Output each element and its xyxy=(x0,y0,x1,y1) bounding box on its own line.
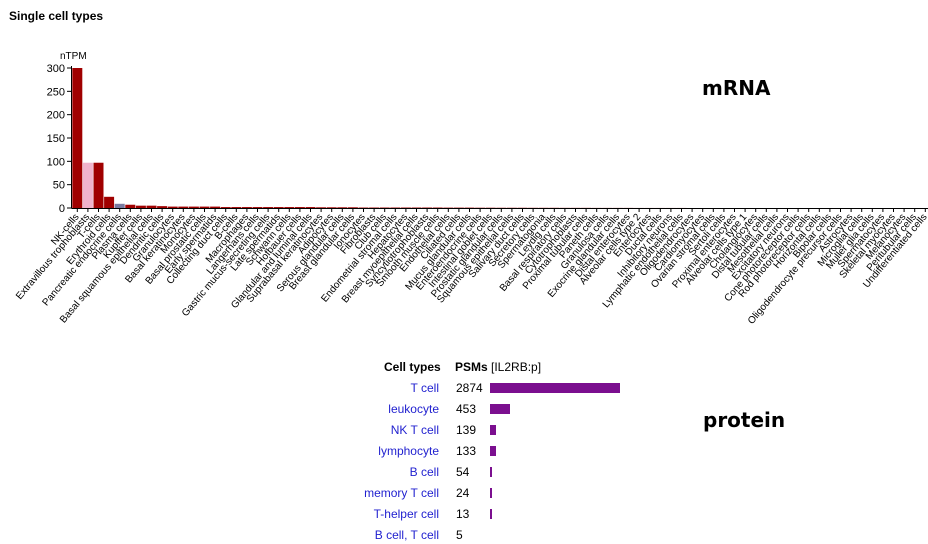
y-tick-label: 200 xyxy=(47,110,65,122)
bar xyxy=(178,206,189,208)
page-title: Single cell types xyxy=(9,9,104,23)
bar xyxy=(93,162,104,208)
psm-value: 24 xyxy=(456,486,470,500)
cell-type-link[interactable]: T-helper cell xyxy=(373,507,439,521)
col-header-cell-types: Cell types xyxy=(384,360,441,374)
bar xyxy=(188,206,199,208)
y-tick-label: 0 xyxy=(59,203,65,215)
cell-type-link[interactable]: B cell xyxy=(409,465,439,479)
bar xyxy=(273,207,284,208)
psm-bar xyxy=(490,404,511,414)
psm-bar xyxy=(490,488,492,498)
bar xyxy=(347,207,358,208)
bar xyxy=(316,207,327,208)
psm-value: 13 xyxy=(456,507,470,521)
bar xyxy=(199,206,210,208)
col-header-psms-gene: [IL2RB:p] xyxy=(491,360,542,374)
cell-type-link[interactable]: leukocyte xyxy=(388,402,439,416)
bar xyxy=(146,205,157,208)
protein-label: protein xyxy=(703,408,786,432)
cell-type-link[interactable]: NK T cell xyxy=(390,423,439,437)
psm-value: 453 xyxy=(456,402,477,416)
y-tick-label: 250 xyxy=(47,86,65,98)
y-tick-label: 300 xyxy=(47,63,65,75)
bar xyxy=(157,206,168,208)
y-tick-label: 100 xyxy=(47,156,65,168)
psm-value: 2874 xyxy=(456,381,483,395)
bar xyxy=(210,206,221,208)
psm-value: 133 xyxy=(456,444,477,458)
mrna-label: mRNA xyxy=(702,76,771,100)
bar xyxy=(220,207,231,208)
bar xyxy=(135,205,146,208)
bar xyxy=(294,207,305,208)
bar xyxy=(252,207,263,208)
cell-type-link[interactable]: T cell xyxy=(410,381,439,395)
y-tick-label: 50 xyxy=(53,180,65,192)
bar xyxy=(326,207,337,208)
bar xyxy=(125,204,136,208)
psm-bar xyxy=(490,509,492,519)
bar xyxy=(305,207,316,208)
psm-bar xyxy=(490,383,620,393)
bar xyxy=(241,207,252,208)
cell-type-link[interactable]: B cell, T cell xyxy=(374,528,439,542)
psm-bar xyxy=(490,467,493,477)
cell-type-link[interactable]: memory T cell xyxy=(364,486,439,500)
bar xyxy=(114,203,125,208)
y-axis-label: nTPM xyxy=(60,51,87,62)
psm-bar xyxy=(490,446,497,456)
bar xyxy=(72,68,83,208)
bar xyxy=(337,207,348,208)
mrna-bar-chart: nTPM050100150200250300NK-cellsExtravillo… xyxy=(14,51,928,327)
bar xyxy=(104,196,115,208)
bar xyxy=(167,206,178,208)
bar xyxy=(284,207,295,208)
col-header-psms-label: PSMs xyxy=(455,360,492,374)
psm-value: 54 xyxy=(456,465,470,479)
psm-bar xyxy=(490,425,497,435)
y-tick-label: 150 xyxy=(47,133,65,145)
col-header-psms: PSMs [IL2RB:p] xyxy=(455,360,541,374)
psm-value: 139 xyxy=(456,423,477,437)
bar xyxy=(231,207,242,208)
cell-type-link[interactable]: lymphocyte xyxy=(378,444,439,458)
psm-value: 5 xyxy=(456,528,463,542)
bar xyxy=(263,207,274,208)
bar xyxy=(82,162,93,208)
